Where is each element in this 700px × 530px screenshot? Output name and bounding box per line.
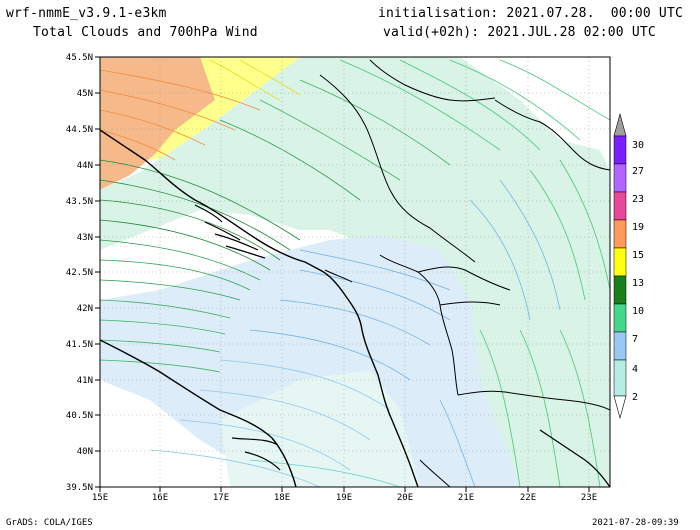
colorbar-label: 30 bbox=[632, 140, 644, 151]
wind-streamlines bbox=[100, 59, 610, 487]
footer-credit: GrADS: COLA/IGES bbox=[6, 518, 93, 528]
lat-label: 40.5N bbox=[66, 411, 93, 421]
map-gridlines bbox=[100, 57, 610, 487]
model-title: wrf-nmmE_v3.9.1-e3km bbox=[6, 6, 167, 21]
lon-label: 22E bbox=[520, 493, 536, 503]
colorbar-swatch bbox=[613, 303, 627, 333]
lat-label: 41N bbox=[77, 376, 93, 386]
colorbar-label: 13 bbox=[632, 278, 644, 289]
lon-label: 18E bbox=[274, 493, 290, 503]
lat-label: 39.5N bbox=[66, 483, 93, 493]
lon-label: 19E bbox=[336, 493, 352, 503]
footer-timestamp: 2021-07-28-09:39 bbox=[592, 518, 679, 528]
axis-ticks bbox=[95, 56, 590, 492]
lat-label: 41.5N bbox=[66, 340, 93, 350]
colorbar-swatch bbox=[613, 135, 627, 165]
lon-label: 23E bbox=[581, 493, 597, 503]
lat-label: 42.5N bbox=[66, 268, 93, 278]
colorbar-label: 10 bbox=[632, 306, 644, 317]
lat-label: 43N bbox=[77, 233, 93, 243]
colorbar-label: 19 bbox=[632, 222, 644, 233]
cloud-fill-light-green bbox=[100, 57, 610, 487]
valid-time: valid(+02h): 2021.JUL.28 02:00 UTC bbox=[383, 25, 656, 40]
lat-label: 43.5N bbox=[66, 197, 93, 207]
colorbar-arrow bbox=[613, 395, 627, 420]
colorbar-label: 7 bbox=[632, 334, 638, 345]
map-subtitle: Total Clouds and 700hPa Wind bbox=[33, 25, 258, 40]
lon-label: 15E bbox=[92, 493, 108, 503]
lon-label: 21E bbox=[458, 493, 474, 503]
lat-label: 44N bbox=[77, 161, 93, 171]
coastlines-borders bbox=[100, 59, 610, 487]
lat-label: 44.5N bbox=[66, 125, 93, 135]
colorbar-arrow bbox=[613, 112, 627, 137]
colorbar-label: 23 bbox=[632, 194, 644, 205]
lat-label: 45.5N bbox=[66, 53, 93, 63]
init-time: initialisation: 2021.07.28. 00:00 UTC bbox=[378, 6, 684, 21]
colorbar-swatch bbox=[613, 163, 627, 193]
colorbar-swatch bbox=[613, 191, 627, 221]
colorbar: 30 27 23 19 15 13 10 7 4 2 bbox=[613, 112, 644, 420]
colorbar-swatch bbox=[613, 247, 627, 277]
lat-label: 45N bbox=[77, 89, 93, 99]
lat-label: 42N bbox=[77, 304, 93, 314]
colorbar-label: 4 bbox=[632, 364, 638, 375]
colorbar-swatch bbox=[613, 359, 627, 397]
colorbar-swatch bbox=[613, 275, 627, 305]
colorbar-label: 27 bbox=[632, 166, 644, 177]
colorbar-label: 15 bbox=[632, 250, 644, 261]
lon-label: 17E bbox=[213, 493, 229, 503]
colorbar-swatch bbox=[613, 331, 627, 361]
lat-label: 40N bbox=[77, 447, 93, 457]
colorbar-label: 2 bbox=[632, 392, 638, 403]
colorbar-swatch bbox=[613, 219, 627, 249]
cloud-fill-yellow bbox=[150, 57, 300, 160]
lon-label: 20E bbox=[397, 493, 413, 503]
cloud-fill-light-blue bbox=[100, 235, 520, 487]
map-area bbox=[100, 57, 610, 487]
lon-label: 16E bbox=[152, 493, 168, 503]
